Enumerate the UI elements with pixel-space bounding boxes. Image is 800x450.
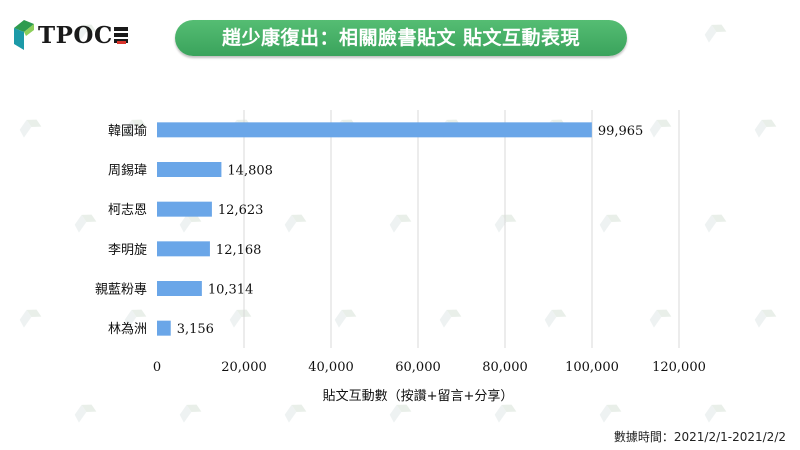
data-time-footnote: 數據時間：2021/2/1-2021/2/2 <box>613 430 786 444</box>
category-label: 柯志恩 <box>108 203 147 218</box>
data-label: 99,965 <box>598 124 644 139</box>
data-label: 14,808 <box>227 164 273 179</box>
bar <box>157 320 171 336</box>
x-tick-label: 80,000 <box>482 360 528 375</box>
data-label: 10,314 <box>208 283 254 298</box>
logo-text: TPOC <box>38 21 113 49</box>
data-label: 12,623 <box>218 203 263 218</box>
x-tick-label: 40,000 <box>308 360 354 375</box>
category-label: 周錫瑋 <box>108 164 147 179</box>
category-label: 李明旋 <box>108 243 147 258</box>
bar <box>157 162 222 177</box>
tpoc-logo: TPOC <box>14 12 144 58</box>
bar <box>157 241 210 257</box>
bar <box>157 201 212 217</box>
x-axis-label: 貼文互動數（按讚+留言+分享） <box>323 388 514 404</box>
category-label: 韓國瑜 <box>108 124 147 139</box>
bar <box>157 281 202 296</box>
x-tick-label: 60,000 <box>395 360 441 375</box>
category-label: 親藍粉專 <box>95 283 147 298</box>
x-tick-label: 120,000 <box>652 360 706 375</box>
category-label: 林為洲 <box>108 321 147 337</box>
x-tick-label: 20,000 <box>221 360 267 375</box>
logo-mark-icon <box>14 20 34 50</box>
data-label: 12,168 <box>216 243 261 258</box>
bar <box>157 122 592 138</box>
x-tick-label: 0 <box>153 360 161 375</box>
logo-badge-icon <box>113 27 128 44</box>
x-tick-label: 100,000 <box>565 360 619 375</box>
chart-title: 趙少康復出：相關臉書貼文 貼文互動表現 <box>175 20 627 56</box>
data-label: 3,156 <box>177 322 214 337</box>
